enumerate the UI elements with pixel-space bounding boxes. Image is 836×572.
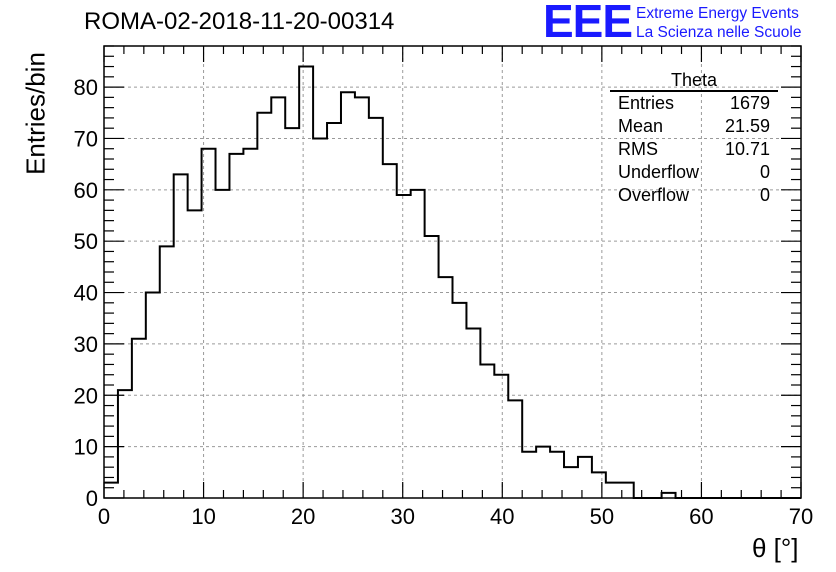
y-tick-label: 10 (74, 435, 98, 460)
x-tick-label: 30 (390, 504, 414, 529)
chart-title: ROMA-02-2018-11-20-00314 (84, 8, 395, 35)
y-tick-label: 80 (74, 75, 98, 100)
x-tick-label: 40 (490, 504, 514, 529)
stats-value: 10.71 (724, 139, 770, 159)
x-tick-label: 50 (590, 504, 614, 529)
stats-box-title: Theta (610, 71, 778, 92)
eee-logo: EEE (543, 0, 633, 47)
stats-label: RMS (618, 139, 658, 159)
stats-label: Underflow (618, 162, 700, 182)
stats-row-overflow: Overflow 0 (610, 184, 778, 207)
brand-line-2: La Scienza nelle Scuole (636, 24, 802, 41)
x-tick-label: 60 (689, 504, 713, 529)
y-tick-label: 40 (74, 281, 98, 306)
stats-box: Theta Entries 1679 Mean 21.59 RMS 10.71 … (610, 71, 778, 207)
stats-value: 0 (759, 162, 770, 182)
stats-value: 21.59 (724, 116, 770, 136)
y-tick-label: 20 (74, 383, 98, 408)
stats-label: Overflow (618, 185, 690, 205)
stats-label: Mean (618, 116, 664, 136)
brand-text: Extreme Energy Events La Scienza nelle S… (636, 4, 801, 42)
y-tick-label: 60 (74, 178, 98, 203)
axis-tick-labels: 0 10 20 30 40 50 60 70 0 10 20 30 40 50 60 70 80 (74, 75, 814, 529)
x-tick-label: 0 (98, 504, 110, 529)
x-tick-label: 20 (291, 504, 315, 529)
brand-line-1: Extreme Energy Events (636, 5, 799, 22)
stats-label: Entries (618, 93, 675, 113)
y-tick-label: 30 (74, 332, 98, 357)
stats-row-underflow: Underflow 0 (610, 161, 778, 184)
y-axis-label: Entries/bin (20, 52, 51, 175)
stats-value: 1679 (729, 93, 770, 113)
y-tick-label: 70 (74, 126, 98, 151)
stats-row-rms: RMS 10.71 (610, 138, 778, 161)
histogram-series (104, 65, 801, 499)
axis-ticks (103, 45, 802, 499)
x-axis-label: θ [°] (752, 533, 799, 563)
y-tick-label: 50 (74, 229, 98, 254)
y-tick-label: 0 (86, 486, 98, 511)
stats-row-entries: Entries 1679 (610, 92, 778, 115)
x-tick-label: 70 (789, 504, 813, 529)
stats-value: 0 (759, 185, 770, 205)
x-tick-label: 10 (191, 504, 215, 529)
stats-row-mean: Mean 21.59 (610, 115, 778, 138)
